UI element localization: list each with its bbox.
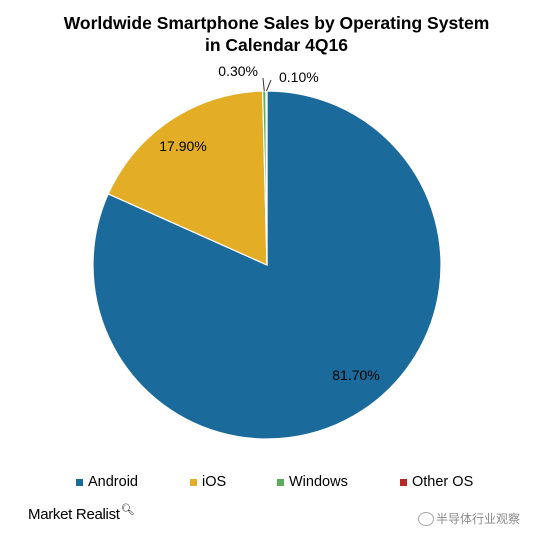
brand-name: Market Realist — [28, 506, 120, 523]
legend-label-windows: Windows — [289, 474, 348, 490]
data-label-ios: 17.90% — [159, 138, 206, 154]
pie-slice-ios — [107, 90, 268, 266]
legend-swatch-android — [76, 478, 83, 486]
legend-swatch-windows — [277, 478, 284, 486]
chart-title-line-2: in Calendar 4Q16 — [205, 35, 348, 55]
brand-logo: Market Realist 🔍︎ — [28, 504, 135, 523]
chart-title-line-1: Worldwide Smartphone Sales by Operating … — [63, 13, 490, 33]
watermark-text: 半导体行业观察 — [436, 512, 521, 526]
legend-swatch-ios — [190, 478, 197, 486]
legend-item-other-os: Other OS — [400, 474, 473, 490]
legend-item-windows: Windows — [277, 474, 348, 490]
legend: Android iOS Windows Other OS — [0, 474, 553, 492]
data-label-other-os: 0.10% — [279, 69, 319, 85]
watermark: 半导体行业观察 — [418, 510, 520, 527]
legend-label-android: Android — [88, 474, 138, 490]
chart-title: Worldwide Smartphone Sales by Operating … — [0, 12, 553, 56]
pie-slices — [92, 90, 442, 440]
magnifier-icon: 🔍︎ — [120, 504, 135, 516]
data-label-windows: 0.30% — [218, 63, 258, 79]
leader-line-windows — [262, 77, 265, 92]
legend-item-android: Android — [76, 474, 138, 490]
data-labels: 81.70% 17.90% 0.30% 0.10% — [159, 63, 379, 383]
wechat-icon — [418, 511, 434, 526]
legend-swatch-other-os — [400, 478, 407, 486]
leader-lines — [262, 77, 272, 92]
legend-label-other-os: Other OS — [412, 474, 474, 490]
leader-line-other-os — [265, 79, 272, 92]
data-label-android: 81.70% — [332, 367, 379, 383]
legend-label-ios: iOS — [202, 474, 227, 490]
legend-item-ios: iOS — [190, 474, 226, 490]
